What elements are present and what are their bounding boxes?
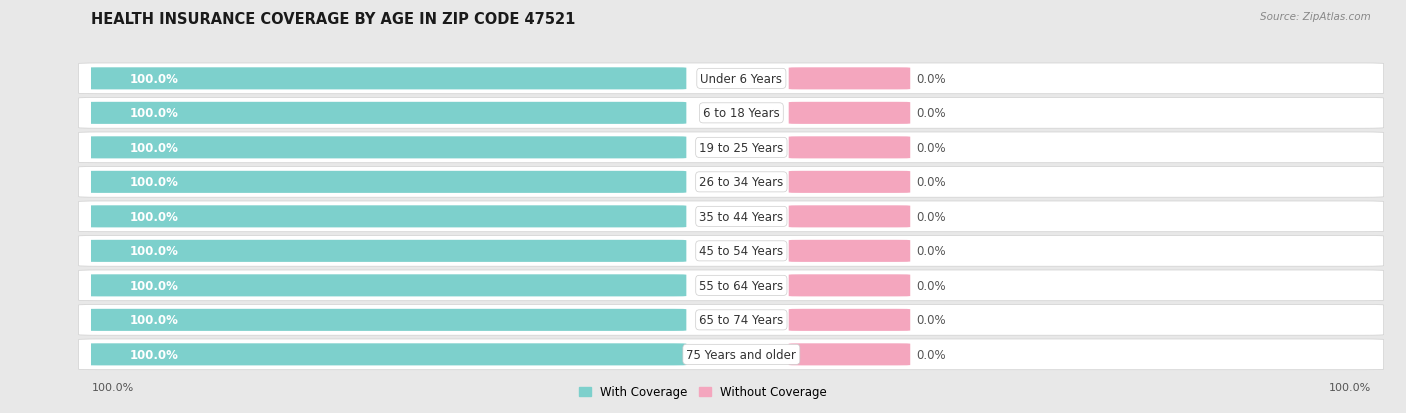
Text: 35 to 44 Years: 35 to 44 Years (699, 210, 783, 223)
Text: 26 to 34 Years: 26 to 34 Years (699, 176, 783, 189)
Text: 100.0%: 100.0% (129, 210, 179, 223)
Text: 100.0%: 100.0% (129, 313, 179, 327)
Text: 100.0%: 100.0% (129, 142, 179, 154)
FancyBboxPatch shape (84, 309, 686, 331)
Text: Under 6 Years: Under 6 Years (700, 73, 782, 85)
Text: 0.0%: 0.0% (917, 210, 946, 223)
FancyBboxPatch shape (84, 206, 686, 228)
FancyBboxPatch shape (79, 271, 1384, 301)
FancyBboxPatch shape (79, 305, 1384, 335)
FancyBboxPatch shape (789, 309, 910, 331)
FancyBboxPatch shape (79, 236, 1384, 266)
Text: 100.0%: 100.0% (1329, 382, 1371, 392)
Legend: With Coverage, Without Coverage: With Coverage, Without Coverage (574, 381, 832, 403)
FancyBboxPatch shape (84, 240, 686, 262)
FancyBboxPatch shape (84, 102, 686, 125)
FancyBboxPatch shape (79, 339, 1384, 370)
FancyBboxPatch shape (79, 202, 1384, 232)
Text: 0.0%: 0.0% (917, 245, 946, 258)
Text: 100.0%: 100.0% (129, 245, 179, 258)
FancyBboxPatch shape (84, 171, 686, 193)
FancyBboxPatch shape (84, 137, 686, 159)
Text: 0.0%: 0.0% (917, 348, 946, 361)
FancyBboxPatch shape (789, 275, 910, 297)
Text: 100.0%: 100.0% (129, 176, 179, 189)
FancyBboxPatch shape (84, 68, 686, 90)
Text: 19 to 25 Years: 19 to 25 Years (699, 142, 783, 154)
Text: 100.0%: 100.0% (129, 73, 179, 85)
FancyBboxPatch shape (789, 137, 910, 159)
FancyBboxPatch shape (79, 64, 1384, 95)
Text: HEALTH INSURANCE COVERAGE BY AGE IN ZIP CODE 47521: HEALTH INSURANCE COVERAGE BY AGE IN ZIP … (91, 12, 576, 27)
Text: 100.0%: 100.0% (91, 382, 134, 392)
FancyBboxPatch shape (84, 344, 686, 366)
Text: 0.0%: 0.0% (917, 107, 946, 120)
Text: 0.0%: 0.0% (917, 279, 946, 292)
FancyBboxPatch shape (789, 171, 910, 193)
Text: 0.0%: 0.0% (917, 176, 946, 189)
Text: 45 to 54 Years: 45 to 54 Years (699, 245, 783, 258)
Text: 0.0%: 0.0% (917, 73, 946, 85)
FancyBboxPatch shape (789, 102, 910, 125)
FancyBboxPatch shape (789, 344, 910, 366)
FancyBboxPatch shape (79, 98, 1384, 129)
FancyBboxPatch shape (789, 206, 910, 228)
FancyBboxPatch shape (79, 133, 1384, 163)
Text: 75 Years and older: 75 Years and older (686, 348, 796, 361)
FancyBboxPatch shape (789, 68, 910, 90)
FancyBboxPatch shape (789, 240, 910, 262)
Text: 55 to 64 Years: 55 to 64 Years (699, 279, 783, 292)
Text: 0.0%: 0.0% (917, 142, 946, 154)
FancyBboxPatch shape (84, 275, 686, 297)
Text: 100.0%: 100.0% (129, 279, 179, 292)
Text: 100.0%: 100.0% (129, 348, 179, 361)
Text: 100.0%: 100.0% (129, 107, 179, 120)
Text: Source: ZipAtlas.com: Source: ZipAtlas.com (1260, 12, 1371, 22)
Text: 65 to 74 Years: 65 to 74 Years (699, 313, 783, 327)
FancyBboxPatch shape (79, 167, 1384, 198)
Text: 0.0%: 0.0% (917, 313, 946, 327)
Text: 6 to 18 Years: 6 to 18 Years (703, 107, 780, 120)
